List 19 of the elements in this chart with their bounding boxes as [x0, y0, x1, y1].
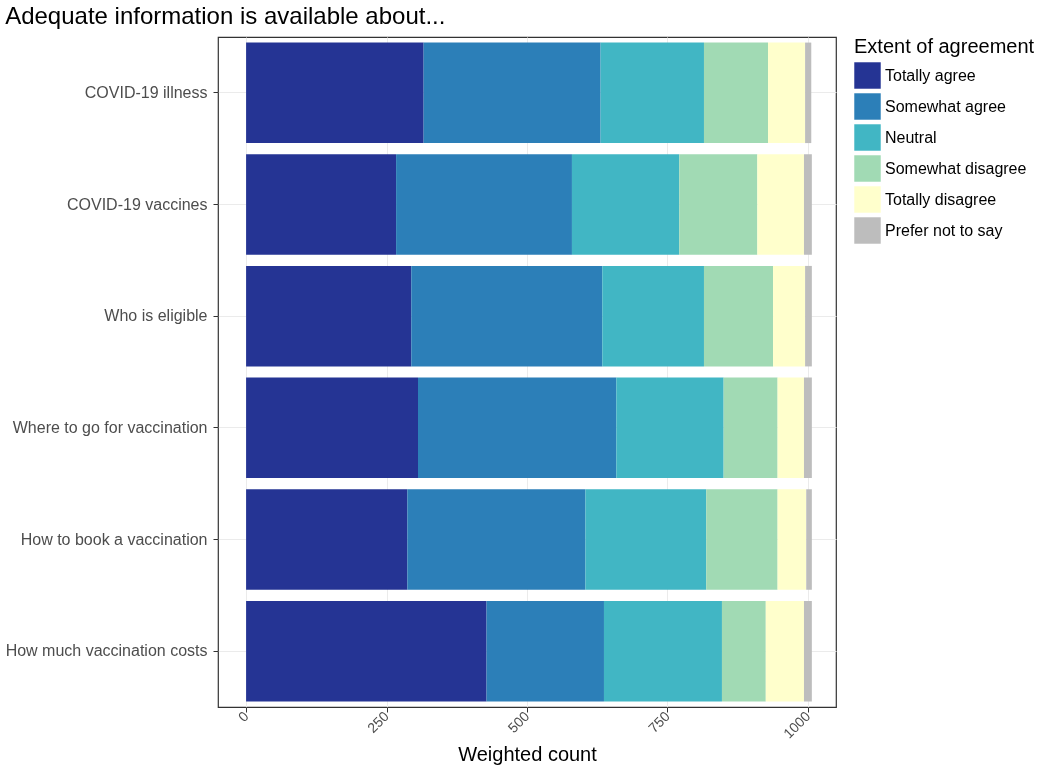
- legend-title: Extent of agreement: [854, 35, 1035, 57]
- legend-label: Prefer not to say: [885, 221, 1003, 239]
- x-tick-label: 750: [645, 707, 674, 736]
- y-tick-label: How to book a vaccination: [20, 530, 208, 548]
- chart-title: Adequate information is available about...: [5, 2, 446, 29]
- y-tick-label: COVID-19 vaccines: [67, 195, 208, 213]
- y-tick-label: Who is eligible: [104, 307, 208, 325]
- legend-label: Somewhat disagree: [885, 159, 1027, 177]
- legend-label: Totally agree: [885, 66, 976, 84]
- x-tick-label: 500: [504, 707, 533, 736]
- y-tick-label: Where to go for vaccination: [12, 418, 208, 436]
- legend-label: Somewhat agree: [885, 97, 1007, 115]
- y-tick-label: COVID-19 illness: [84, 83, 208, 101]
- x-tick-label: 0: [234, 707, 252, 725]
- x-tick-label: 250: [364, 707, 393, 736]
- legend-label: Totally disagree: [885, 190, 997, 208]
- x-axis-title: Weighted count: [458, 743, 598, 766]
- y-tick-label: How much vaccination costs: [5, 642, 208, 660]
- legend-label: Neutral: [885, 128, 937, 146]
